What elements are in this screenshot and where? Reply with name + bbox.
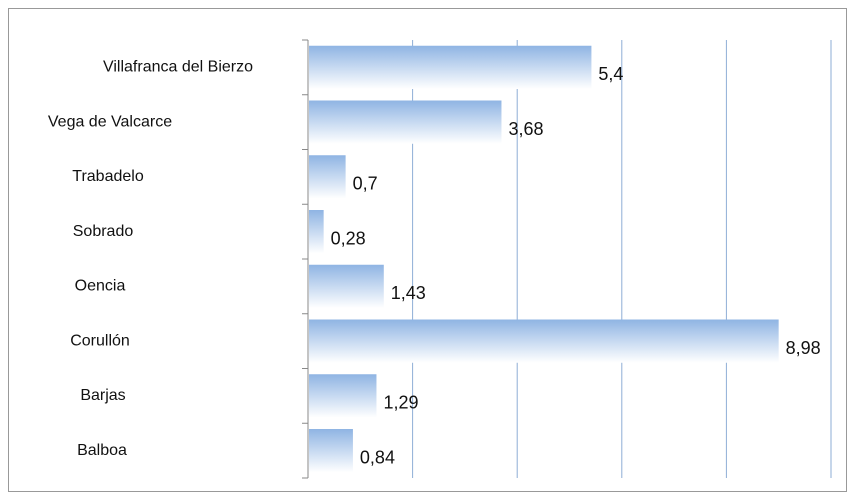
value-label: 0,84: [360, 447, 395, 467]
y-tick-label: Vega de Valcarce: [48, 113, 172, 130]
bar: [309, 319, 779, 363]
value-label: 3,68: [508, 119, 543, 139]
value-label: 1,43: [391, 283, 426, 303]
value-label: 5,4: [598, 64, 623, 84]
bar: [309, 155, 346, 199]
y-tick-label: Sobrado: [73, 223, 134, 240]
y-tick-label: Villafranca del Bierzo: [103, 59, 253, 76]
value-label: 0,7: [353, 174, 378, 194]
y-tick-label: Oencia: [75, 278, 126, 295]
bar: [309, 428, 353, 473]
bar: [309, 209, 324, 254]
bar: [309, 45, 592, 90]
y-tick-label: Trabadelo: [72, 168, 144, 185]
value-label: 8,98: [786, 338, 821, 358]
y-tick-label: Corullón: [70, 332, 130, 349]
bar: [309, 100, 502, 144]
y-tick-label: Balboa: [77, 442, 127, 459]
bar: [309, 374, 377, 418]
y-tick-label: Barjas: [80, 387, 125, 404]
bar: [309, 264, 384, 309]
value-label: 1,29: [383, 393, 418, 413]
value-label: 0,28: [331, 228, 366, 248]
